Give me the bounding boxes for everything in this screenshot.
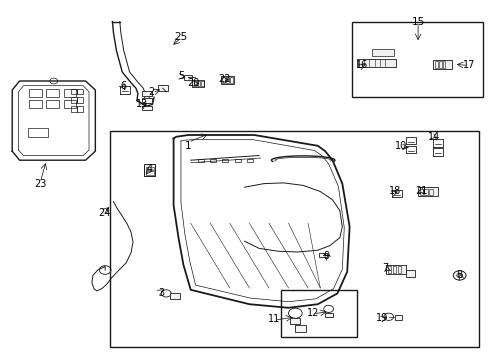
Bar [356, 59, 395, 67]
Bar [392, 266, 395, 273]
Text: 1: 1 [184, 141, 191, 151]
Bar [434, 61, 437, 68]
Bar [145, 171, 153, 175]
Bar [197, 81, 200, 86]
Bar [371, 49, 393, 56]
Bar [397, 266, 400, 273]
Text: 16: 16 [355, 60, 367, 70]
Bar [28, 128, 48, 137]
Text: 25: 25 [174, 32, 187, 42]
Bar [438, 61, 441, 68]
Bar [246, 159, 252, 162]
Bar [424, 189, 427, 195]
Bar [71, 89, 77, 94]
Bar [318, 253, 326, 256]
Bar [191, 80, 204, 87]
Bar [29, 89, 41, 97]
Text: 22: 22 [218, 74, 231, 84]
Bar [77, 97, 83, 103]
Text: 14: 14 [427, 132, 440, 142]
Text: 11: 11 [267, 314, 280, 324]
Text: 21: 21 [414, 186, 427, 196]
Text: 3: 3 [158, 288, 164, 298]
Bar [295, 325, 305, 332]
Bar [386, 265, 405, 274]
Bar [46, 100, 59, 108]
Text: 23: 23 [34, 179, 46, 189]
Text: 17: 17 [462, 60, 475, 70]
Bar [158, 85, 167, 91]
Text: 9: 9 [323, 251, 329, 261]
Text: 13: 13 [135, 99, 148, 109]
Bar [324, 312, 332, 318]
Bar [63, 89, 76, 97]
Bar [290, 318, 300, 324]
Text: 10: 10 [394, 141, 407, 151]
Bar [71, 106, 77, 112]
Text: 5: 5 [178, 71, 183, 81]
Bar [442, 61, 445, 68]
Bar [77, 106, 83, 112]
Bar [406, 270, 414, 277]
Text: 18: 18 [388, 186, 401, 196]
Bar [110, 131, 478, 347]
Text: 15: 15 [410, 17, 424, 27]
Bar [387, 266, 390, 273]
Bar [46, 89, 59, 97]
Bar [394, 315, 402, 320]
Bar [142, 106, 151, 110]
Bar [417, 187, 437, 196]
Bar [419, 189, 423, 195]
Bar [281, 290, 356, 337]
Text: 19: 19 [375, 312, 388, 323]
Bar [428, 189, 432, 195]
Bar [230, 77, 233, 83]
Bar [193, 81, 196, 86]
Bar [222, 77, 225, 83]
Bar [432, 60, 451, 69]
Bar [142, 98, 151, 103]
Bar [234, 159, 240, 162]
Bar [210, 159, 216, 162]
Bar [29, 100, 41, 108]
Text: 2: 2 [148, 87, 154, 97]
Bar [198, 159, 203, 162]
Bar [201, 81, 204, 86]
Bar [351, 22, 482, 97]
Bar [144, 164, 155, 176]
Text: 8: 8 [456, 270, 462, 280]
Bar [220, 76, 234, 84]
Bar [142, 91, 151, 96]
Bar [222, 159, 228, 162]
Text: 4: 4 [146, 164, 152, 174]
Bar [169, 293, 180, 299]
Text: 20: 20 [186, 78, 199, 88]
Bar [226, 77, 229, 83]
Text: 24: 24 [98, 208, 110, 218]
Text: 6: 6 [120, 81, 126, 91]
Text: 12: 12 [306, 308, 319, 318]
Bar [63, 100, 76, 108]
Text: 7: 7 [382, 263, 387, 273]
Bar [71, 97, 77, 103]
Bar [145, 167, 153, 170]
Bar [184, 75, 192, 80]
Bar [77, 89, 83, 94]
